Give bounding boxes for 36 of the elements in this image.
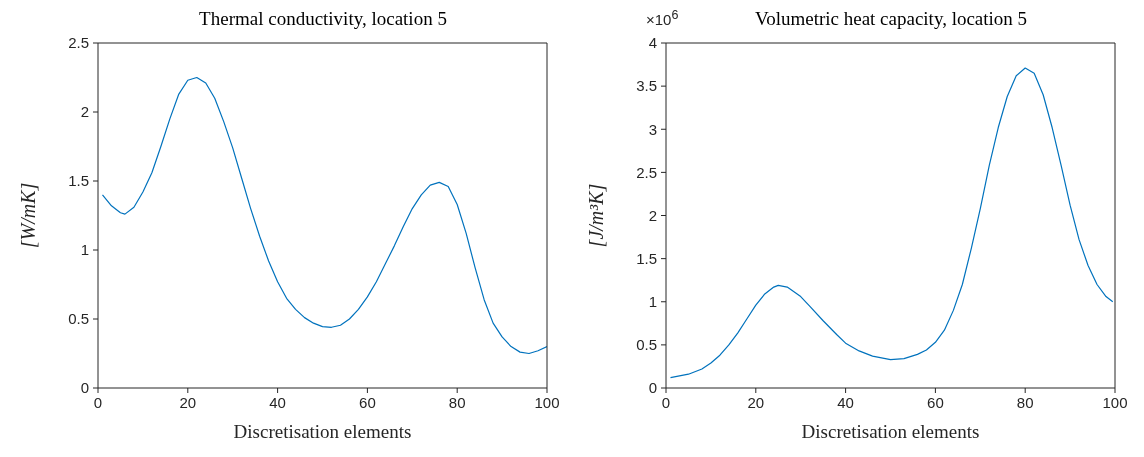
x-tick-label: 0 [661,393,671,411]
line-series [101,76,547,355]
chart-title: Volumetric heat capacity, location 5 [754,8,1028,29]
y-tick-label: 3.5 [636,77,657,95]
x-tick-label: 40 [837,393,854,411]
text: ×10$^{6}$ [646,8,679,28]
x-tick-label: 60 [359,393,376,411]
y-tick-label: 0 [648,379,657,397]
y-tick-label: 1.5 [68,172,89,190]
x-tick-label: 80 [1016,393,1034,411]
y-tick-label: 4 [648,34,657,52]
x-tick-label: 20 [747,393,765,411]
y-tick-label: 2.5 [68,34,89,52]
y-tick-label: 0.5 [636,336,657,354]
x-tick-label: 80 [448,393,466,411]
x-tick-label: 60 [927,393,944,411]
y-tick-label: 2 [80,103,89,121]
y-tick-label: 2.5 [636,163,657,181]
y-tick-label: 2 [648,206,657,224]
line-series [669,67,1114,379]
x-tick-label: 0 [93,393,103,411]
y-tick-label: 1 [80,241,89,259]
y-tick-label: 0 [80,379,89,397]
x-tick-label: 100 [1102,393,1128,411]
x-axis-title: Discretisation elements [233,421,412,442]
chart-title: Thermal conductivity, location 5 [199,8,447,29]
y-tick-label: 0.5 [68,310,89,328]
y-tick-label: 1 [648,293,657,311]
x-tick-label: 40 [269,393,286,411]
y-tick-label: 1.5 [636,249,657,267]
x-tick-label: 20 [179,393,197,411]
y-axis-title: [W/mK] [17,182,40,249]
x-axis-title: Discretisation elements [801,421,980,442]
y-tick-label: 3 [648,120,657,138]
x-tick-label: 100 [534,393,560,411]
y-axis-title: [J/m³K] [585,183,608,248]
